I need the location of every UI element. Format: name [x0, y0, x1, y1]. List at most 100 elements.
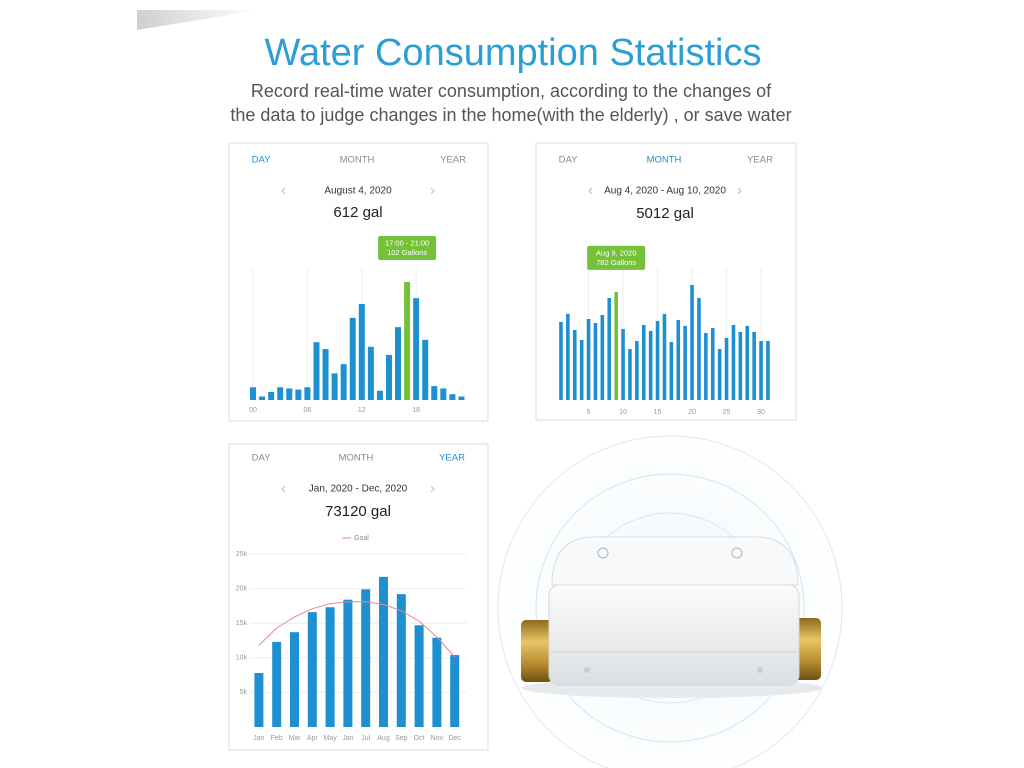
legend-label: Goal — [354, 535, 369, 542]
x-tick-label: 30 — [757, 409, 765, 416]
tab: DAY — [252, 155, 271, 166]
bar — [331, 373, 338, 400]
bar — [593, 323, 598, 400]
tooltip — [378, 236, 437, 260]
x-tick-label: Oct — [414, 735, 425, 742]
x-tick-label: Apr — [307, 735, 319, 742]
bar — [738, 331, 743, 400]
bar — [349, 317, 356, 400]
x-tick-label: Jan — [253, 735, 264, 742]
bar — [440, 388, 447, 400]
bar — [655, 320, 660, 400]
bar — [607, 297, 612, 400]
bar — [414, 625, 424, 727]
panel-frame — [228, 443, 489, 751]
bar — [759, 340, 763, 400]
next-arrow — [737, 187, 742, 195]
x-tick-label: 10 — [619, 409, 627, 416]
brass-fitting — [793, 618, 821, 680]
bar — [731, 324, 736, 400]
bar — [361, 589, 371, 727]
subtitle-line: Record real-time water consumption, acco… — [251, 81, 772, 101]
x-tick-label: 25 — [723, 409, 731, 416]
bar — [272, 641, 282, 727]
bar — [745, 325, 750, 400]
bar — [579, 340, 584, 400]
x-tick-label: May — [323, 735, 337, 742]
screw — [757, 667, 763, 673]
bar — [367, 346, 374, 400]
bar — [572, 329, 577, 400]
bar — [683, 325, 687, 400]
tab: DAY — [252, 453, 271, 464]
bar — [704, 332, 708, 400]
bar — [307, 612, 317, 727]
tooltip — [587, 245, 646, 270]
bar — [432, 637, 442, 727]
bar — [669, 341, 674, 400]
prev-arrow — [588, 187, 593, 195]
x-tick-label: Dec — [448, 735, 461, 742]
bar — [385, 354, 392, 400]
x-tick-label: Feb — [271, 735, 283, 742]
bar — [422, 339, 429, 400]
bar — [648, 330, 653, 400]
bar — [635, 340, 639, 400]
bar — [662, 313, 667, 400]
bar — [268, 391, 275, 400]
bar — [286, 388, 293, 400]
x-tick-label: 20 — [688, 409, 696, 416]
bar — [614, 291, 618, 400]
prev-arrow — [281, 187, 286, 195]
bar — [290, 632, 299, 727]
prev-arrow — [281, 485, 286, 493]
bar — [641, 324, 646, 400]
bar — [277, 387, 284, 400]
next-arrow — [430, 485, 435, 493]
bar — [710, 327, 715, 400]
tab: MONTH — [340, 155, 375, 166]
bar — [449, 394, 456, 400]
bar — [254, 673, 264, 727]
bar — [724, 337, 729, 400]
bar — [717, 348, 722, 400]
tab: YEAR — [747, 155, 773, 166]
bar — [250, 387, 257, 400]
bar — [340, 364, 347, 400]
bar — [676, 319, 681, 400]
bar — [343, 599, 353, 727]
bar — [690, 285, 694, 400]
bar — [458, 396, 465, 400]
bar — [259, 396, 266, 400]
total: 612 gal — [333, 204, 382, 221]
bar — [396, 594, 406, 727]
bar — [395, 327, 402, 400]
ring — [535, 473, 805, 743]
x-tick-label: 00 — [249, 407, 257, 414]
bar — [295, 389, 302, 400]
bar — [413, 298, 420, 400]
tab: DAY — [559, 155, 578, 166]
x-tick-label: 15 — [654, 409, 662, 416]
bar — [379, 576, 388, 727]
x-tick-label: 06 — [304, 407, 312, 414]
bar — [766, 340, 770, 400]
bar — [325, 607, 335, 727]
brass-fitting — [521, 620, 553, 682]
meter-top — [551, 536, 799, 586]
bar — [559, 321, 563, 400]
bar — [376, 390, 383, 400]
x-tick-label: Jan — [342, 735, 353, 742]
x-tick-label: Jul — [361, 735, 370, 742]
bar — [358, 303, 365, 400]
data-label: 102 Gallons — [387, 248, 427, 257]
bar — [322, 349, 329, 400]
page-title: Water Consumption Statistics — [265, 32, 762, 74]
y-tick-label: 20k — [236, 585, 248, 592]
bar — [600, 314, 605, 400]
bar — [404, 282, 411, 400]
total: 73120 gal — [325, 503, 391, 520]
date-range: Jan, 2020 - Dec, 2020 — [309, 484, 408, 495]
date-range: August 4, 2020 — [324, 186, 392, 197]
x-tick-label: Mar — [288, 735, 301, 742]
